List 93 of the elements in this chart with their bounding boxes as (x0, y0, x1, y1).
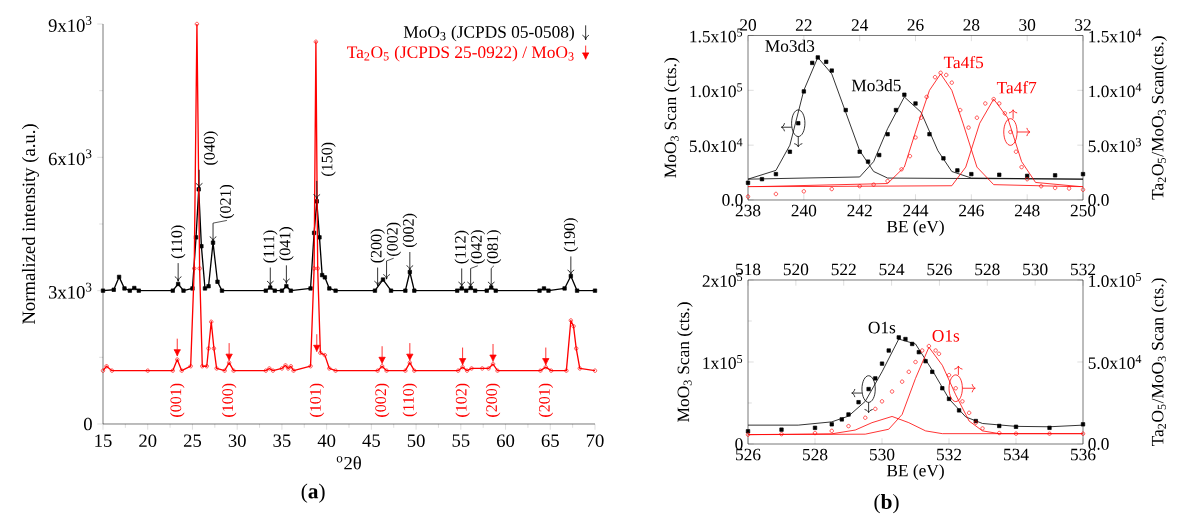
y-axis-title: Normalized intensity (a.u.) (21, 124, 39, 325)
x-tick-label: 65 (541, 434, 559, 447)
series-label: O1s (932, 329, 960, 342)
y-tick-label: 3x10$^{3}$ (48, 282, 92, 299)
annotation: (081) (486, 230, 502, 264)
annotation: (040) (203, 131, 219, 165)
annotation: (150) (321, 142, 336, 176)
x2-tick-label: 526 (927, 263, 952, 276)
y2-axis-title: Ta$_{2}$O$_{5}$/MoO$_{3}$ Scan (cts.) (1151, 278, 1167, 447)
x-tick-label: 35 (273, 434, 291, 447)
y2-tick-label: 5.0x10$^{3}$ (1088, 138, 1141, 153)
y2-tick-label: 1.5x10$^{4}$ (1089, 28, 1142, 43)
annotation: (100) (221, 383, 237, 417)
x2-tick-label: 20 (740, 19, 757, 31)
x-tick-label: 25 (183, 434, 202, 447)
x2-tick-label: 528 (975, 263, 1000, 276)
y-tick-label: 1.5x10$^{5}$ (690, 28, 743, 43)
annotation: (002) (402, 213, 418, 248)
annotation: (042) (470, 230, 486, 264)
annotation: (101) (309, 383, 325, 417)
annotation: (002) (386, 222, 401, 256)
x2-tick-label: 24 (851, 19, 869, 31)
y-tick-label: 0 (83, 417, 92, 431)
annotation: (110) (170, 225, 186, 259)
x2-tick-label: 520 (783, 263, 809, 276)
y2-axis-title: Ta$_{2}$O$_{5}$/MoO$_{3}$ Scan(cts.) (1151, 36, 1167, 200)
x-axis-title: BE (eV) (886, 464, 944, 480)
x-axis-title: BE (eV) (886, 220, 944, 236)
annotation: (001) (169, 383, 185, 417)
series-label: Ta4f5 (943, 55, 984, 69)
x-tick-label: 50 (407, 434, 425, 447)
annotation: (111) (263, 230, 278, 263)
x2-tick-label: 522 (831, 263, 856, 276)
x2-tick-label: 32 (1075, 19, 1091, 31)
x2-tick-label: 28 (963, 19, 980, 31)
x2-tick-label: 30 (1019, 19, 1036, 31)
x-tick-label: 240 (791, 204, 817, 217)
y2-tick-label: 0.0 (1088, 194, 1109, 206)
series-label: Mo3d3 (765, 39, 815, 52)
y-tick-label: 5.0x10$^{4}$ (689, 138, 743, 153)
annotation: (021) (219, 184, 235, 219)
x-tick-label: 248 (1014, 204, 1040, 217)
x-tick-label: 250 (1070, 204, 1096, 217)
x-tick-label: 246 (959, 204, 984, 217)
x-tick-label: 45 (362, 434, 380, 447)
annotation: (002) (374, 383, 390, 417)
x-tick-label: 536 (1071, 448, 1096, 461)
y-tick-label: 1.0x10$^{5}$ (690, 83, 743, 98)
annotation: (110) (402, 383, 418, 417)
x-tick-label: 60 (497, 434, 515, 447)
x-tick-label: 15 (95, 434, 112, 447)
text: (b) (874, 493, 899, 514)
annotation: (041) (279, 227, 294, 261)
text: (a) (301, 483, 325, 503)
annotation: (200) (370, 229, 385, 263)
x-tick-label: 526 (736, 448, 761, 461)
x-tick-label: 528 (803, 448, 828, 461)
series-label: Mo3d5 (851, 79, 901, 92)
y-tick-label: 6x10$^{3}$ (48, 149, 92, 166)
x2-tick-label: 22 (795, 19, 812, 31)
x-tick-label: 244 (903, 204, 929, 217)
x-tick-label: 20 (139, 434, 157, 447)
y-tick-label: 1x10$^{5}$ (703, 355, 743, 369)
y-axis-title: MoO$_{3}$ Scan (cts.) (677, 302, 693, 422)
annotation: (201) (538, 383, 554, 417)
y2-tick-label: 0.0 (1088, 438, 1109, 450)
x-tick-label: 530 (870, 448, 895, 461)
x-tick-label: 534 (1004, 448, 1029, 461)
x-tick-label: 30 (228, 434, 246, 447)
x2-tick-label: 26 (907, 19, 924, 31)
annotation: (112) (454, 230, 469, 264)
annotation: (190) (563, 218, 579, 252)
x-tick-label: 242 (847, 204, 872, 217)
x2-tick-label: 524 (879, 263, 905, 276)
series-label: O1s (868, 321, 896, 334)
x-tick-label: 40 (317, 434, 336, 447)
legend-label: Ta$_{2}$O$_{5}$ (JCPDS 25-0922) / MoO$_{3}$ (347, 45, 574, 62)
x-tick-label: 70 (586, 434, 604, 447)
series-label: Ta4f7 (996, 81, 1037, 94)
y-axis-title: MoO$_{3}$ Scan (cts.) (664, 58, 680, 178)
x-tick-label: 238 (735, 204, 761, 217)
annotation: (102) (455, 383, 470, 417)
x-tick-label: 55 (452, 434, 470, 447)
x2-tick-label: 530 (1023, 263, 1048, 276)
legend-label: MoO$_{3}$ (JCPDS 05-0508) (403, 25, 574, 42)
annotation: (200) (485, 383, 501, 417)
y2-tick-label: 5.0x10$^{4}$ (1088, 354, 1142, 370)
x2-tick-label: 532 (1071, 263, 1096, 276)
x-axis-title: $^{o}$2θ (336, 456, 361, 470)
y2-tick-label: 1.0x10$^{4}$ (1089, 83, 1142, 98)
y-tick-label: 9x10$^{3}$ (48, 16, 92, 32)
y-tick-label: 0.0 (722, 194, 743, 206)
x-tick-label: 532 (937, 448, 962, 461)
